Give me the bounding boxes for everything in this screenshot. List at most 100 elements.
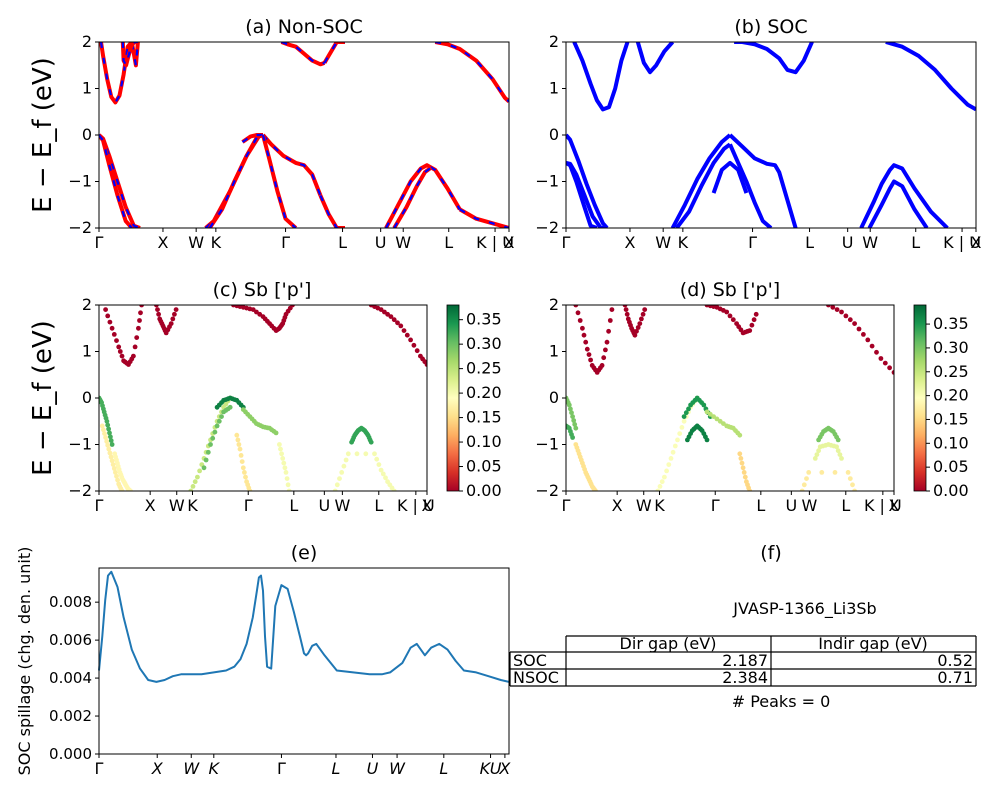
scatter-point bbox=[411, 342, 417, 348]
scatter-point bbox=[569, 410, 574, 416]
scatter-point bbox=[201, 465, 207, 471]
scatter-point bbox=[192, 479, 198, 485]
y-tick-label: −2 bbox=[535, 218, 559, 237]
panel-a-plot: 210−1−2Γ X W K Γ L U W L K | UX bbox=[68, 32, 514, 252]
panel-a-ylabel: E − E_f (eV) bbox=[28, 57, 58, 213]
scatter-point bbox=[814, 452, 820, 457]
colorbar-rect bbox=[913, 304, 927, 492]
scatter-point bbox=[103, 307, 108, 312]
x-tick-label: U bbox=[367, 759, 379, 778]
x-tick-label: W bbox=[636, 496, 652, 515]
scatter-point bbox=[747, 328, 753, 333]
colorbar-tick-label: 0.05 bbox=[933, 457, 969, 476]
scatter-point bbox=[341, 463, 347, 469]
scatter-point bbox=[106, 446, 112, 452]
scatter-point bbox=[566, 402, 572, 408]
panel-d-plot: 210−1−2Γ X W K Γ L U W L K | UX bbox=[535, 295, 901, 515]
scatter-point bbox=[205, 449, 211, 455]
scatter-point bbox=[173, 307, 179, 312]
y-tick-label: −1 bbox=[68, 435, 92, 454]
x-tick-label: K | U bbox=[397, 496, 435, 515]
table-cell-nsoc-indir: 0.71 bbox=[937, 668, 973, 687]
scatter-point bbox=[642, 307, 648, 312]
scatter-point bbox=[279, 451, 284, 457]
scatter-point bbox=[639, 316, 644, 322]
y-tick-label: 1 bbox=[82, 79, 92, 98]
scatter-point bbox=[659, 479, 665, 485]
band-line-cond-2 bbox=[635, 42, 675, 75]
x-tick-label: Γ bbox=[277, 759, 286, 778]
band-line-val-10 bbox=[867, 179, 929, 228]
band-line-cond-4 bbox=[885, 42, 976, 112]
scatter-point bbox=[586, 352, 592, 357]
scatter-point bbox=[835, 437, 841, 443]
scatter-point bbox=[172, 311, 177, 317]
scatter-point bbox=[195, 474, 200, 480]
band-line-val-9 bbox=[384, 163, 462, 228]
scatter-point bbox=[724, 309, 730, 315]
scatter-point bbox=[368, 439, 374, 445]
y-tick-label: 0.002 bbox=[49, 707, 92, 725]
band-dash-val-10 bbox=[393, 166, 432, 228]
scatter-point bbox=[704, 409, 710, 415]
scatter-point bbox=[237, 446, 243, 452]
panel-c-plot: 210−1−2Γ X W K Γ L U W L K | UX bbox=[68, 295, 434, 515]
scatter-point bbox=[640, 311, 646, 317]
scatter-point bbox=[282, 465, 288, 471]
y-tick-label: 0.000 bbox=[49, 745, 92, 763]
scatter-point bbox=[666, 462, 672, 467]
scatter-point bbox=[108, 434, 113, 440]
plot-frame bbox=[565, 304, 895, 492]
y-tick-label: −1 bbox=[535, 435, 559, 454]
x-tick-label: K bbox=[654, 496, 665, 515]
scatter-point bbox=[128, 488, 133, 491]
x-tick-label: L bbox=[805, 233, 814, 252]
scatter-point bbox=[339, 470, 345, 475]
scatter-point bbox=[170, 316, 176, 322]
band-line-val-3 bbox=[566, 161, 598, 228]
scatter-point bbox=[801, 482, 807, 488]
scatter-point bbox=[388, 314, 394, 319]
scatter-point bbox=[378, 467, 384, 473]
band-dash-val-5 bbox=[241, 133, 263, 143]
scatter-point bbox=[861, 332, 866, 337]
band-line-cond-1 bbox=[99, 42, 140, 105]
scatter-point bbox=[740, 465, 746, 471]
colorbar-tick-label: 0.20 bbox=[466, 383, 502, 402]
scatter-point bbox=[332, 488, 338, 491]
colorbar-tick-label: 0.25 bbox=[466, 359, 502, 378]
x-tick-label: X bbox=[498, 759, 511, 778]
x-tick-label: X bbox=[624, 233, 635, 252]
scatter-point bbox=[401, 328, 407, 333]
scatter-points bbox=[566, 305, 894, 491]
y-tick-label: 1 bbox=[549, 342, 559, 361]
scatter-point bbox=[816, 448, 821, 454]
panel-f-caption: JVASP-1366_Li3Sb bbox=[732, 599, 876, 619]
colorbar-tick-label: 0.35 bbox=[466, 310, 502, 329]
band-line-val-4 bbox=[670, 133, 732, 228]
scatter-point bbox=[634, 328, 639, 334]
scatter-point bbox=[105, 442, 111, 448]
scatter-point bbox=[203, 457, 209, 463]
x-tick-label: Γ bbox=[95, 233, 104, 252]
x-tick-label: K | U bbox=[943, 233, 981, 252]
table-header-indir-gap: Indir gap (eV) bbox=[818, 634, 928, 653]
band-line-val-5 bbox=[675, 142, 732, 228]
scatter-point bbox=[168, 321, 174, 326]
scatter-point bbox=[834, 444, 839, 450]
scatter-point bbox=[835, 448, 841, 454]
scatter-point bbox=[354, 451, 360, 457]
x-tick-label: L bbox=[289, 496, 298, 515]
scatter-point bbox=[219, 414, 224, 419]
scatter-point bbox=[865, 337, 871, 343]
spillage-line bbox=[98, 570, 510, 683]
panel-d-colorbar: 0.35 0.30 0.25 0.20 0.15 0.10 0.05 0.00 bbox=[913, 304, 969, 500]
x-tick-label: W bbox=[334, 496, 350, 515]
colorbar-tick-label: 0.15 bbox=[933, 409, 969, 428]
scatter-point bbox=[113, 470, 118, 475]
band-dash-val-4 bbox=[208, 133, 264, 228]
scatter-point bbox=[599, 363, 605, 368]
scatter-point bbox=[110, 462, 116, 467]
scatter-point bbox=[637, 321, 643, 326]
